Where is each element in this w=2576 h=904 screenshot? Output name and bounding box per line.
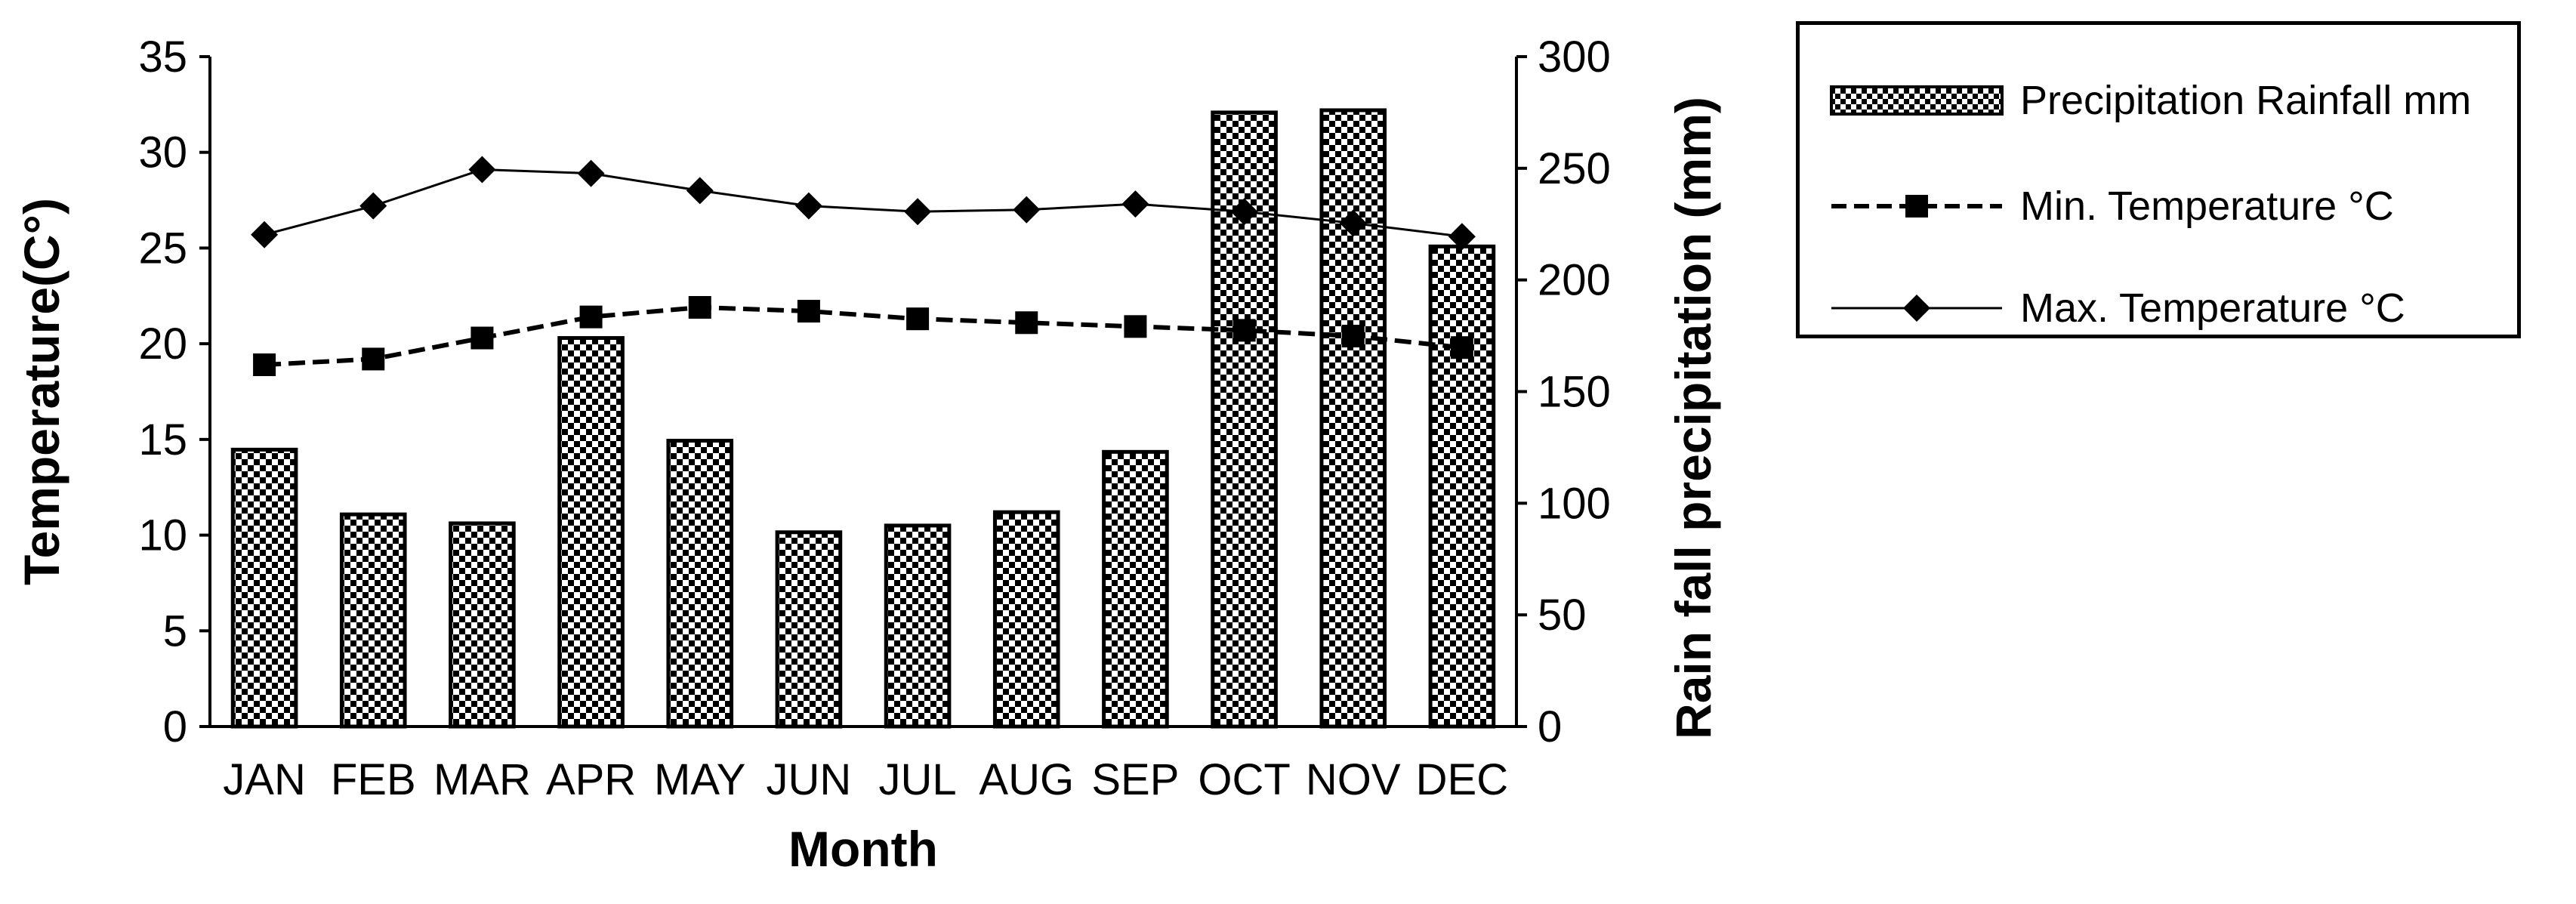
legend-item-min-temp: Min. Temperature °C <box>1830 172 2394 240</box>
point-min-temp-mar <box>470 326 494 350</box>
legend-item-max-temp: Max. Temperature °C <box>1830 274 2405 342</box>
point-min-temp-may <box>688 295 711 319</box>
bar-precipitation-jul <box>884 523 952 729</box>
point-max-temp-apr <box>577 159 605 187</box>
x-tick-label: MAR <box>433 755 531 804</box>
point-min-temp-oct <box>1232 319 1256 342</box>
x-tick-label: NOV <box>1306 755 1401 804</box>
point-min-temp-sep <box>1124 315 1147 338</box>
left-tick-label: 0 <box>163 702 187 751</box>
left-tick-label: 5 <box>163 606 187 656</box>
point-min-temp-apr <box>579 305 603 329</box>
legend-item-precipitation: Precipitation Rainfall mm <box>1830 66 2471 134</box>
bar-precipitation-may <box>666 439 734 729</box>
point-max-temp-jul <box>904 198 932 226</box>
labels-layer: 0 5 10 15 20 25 30 35 0 50 100 150 200 250 300 JAN FEB MA… <box>14 32 1721 877</box>
legend-swatch-dashed-line <box>1831 195 2002 218</box>
left-tick-label: 15 <box>138 415 187 464</box>
bar-precipitation-nov <box>1319 108 1387 729</box>
point-max-temp-jan <box>251 221 279 248</box>
lines-layer <box>251 156 1476 377</box>
point-max-temp-aug <box>1013 196 1041 224</box>
bar-precipitation-jan <box>230 447 298 729</box>
x-tick-label: JUL <box>879 755 957 804</box>
bar-precipitation-jun <box>775 530 843 729</box>
axes-layer <box>199 55 1527 728</box>
legend-swatch-bar <box>1830 85 2004 116</box>
right-tick-label: 100 <box>1538 479 1611 528</box>
line-max-temp <box>264 168 1463 238</box>
x-axis-title: Month <box>788 821 938 877</box>
point-min-temp-nov <box>1341 325 1365 348</box>
left-tick-label: 20 <box>138 319 187 369</box>
x-tick-label: DEC <box>1416 755 1508 804</box>
legend: Precipitation Rainfall mm Min. Temperatu… <box>1796 21 2521 338</box>
right-tick-label: 250 <box>1538 144 1611 193</box>
point-max-temp-oct <box>1230 198 1258 226</box>
bar-precipitation-dec <box>1428 244 1496 729</box>
x-tick-label: JAN <box>223 755 306 804</box>
bar-precipitation-mar <box>449 521 516 729</box>
x-tick-label: APR <box>546 755 636 804</box>
point-min-temp-jul <box>906 307 930 331</box>
left-tick-label: 35 <box>138 32 187 82</box>
x-tick-label: FEB <box>331 755 416 804</box>
bar-precipitation-sep <box>1102 449 1169 729</box>
point-min-temp-jan <box>253 353 276 377</box>
legend-label-min-temp: Min. Temperature °C <box>2020 184 2394 229</box>
point-min-temp-dec <box>1450 336 1473 359</box>
point-max-temp-sep <box>1121 190 1149 218</box>
right-tick-label: 300 <box>1538 32 1611 82</box>
bars-layer <box>230 108 1496 729</box>
point-max-temp-feb <box>359 192 387 220</box>
right-tick-label: 200 <box>1538 256 1611 305</box>
point-max-temp-jun <box>794 192 822 220</box>
legend-label-max-temp: Max. Temperature °C <box>2020 285 2405 331</box>
left-tick-label: 10 <box>138 511 187 560</box>
point-max-temp-nov <box>1339 209 1367 237</box>
x-tick-label: OCT <box>1198 755 1290 804</box>
x-tick-label: MAY <box>654 755 745 804</box>
left-tick-label: 25 <box>138 224 187 273</box>
x-tick-label: AUG <box>979 755 1074 804</box>
y-axis-title-right: Rain fall precipitation (mm) <box>1665 97 1721 739</box>
right-tick-label: 50 <box>1538 591 1587 640</box>
legend-label-precipitation: Precipitation Rainfall mm <box>2020 78 2472 123</box>
y-axis-title-left: Temperature(C°) <box>14 198 69 585</box>
line-min-temp <box>264 304 1463 368</box>
x-tick-label: JUN <box>767 755 852 804</box>
x-tick-label: SEP <box>1091 755 1179 804</box>
legend-swatch-solid-line <box>1831 295 2002 322</box>
right-tick-label: 0 <box>1538 702 1562 751</box>
right-tick-label: 150 <box>1538 368 1611 417</box>
bar-precipitation-apr <box>557 336 625 729</box>
point-min-temp-aug <box>1015 311 1038 335</box>
bar-precipitation-feb <box>339 512 407 729</box>
point-max-temp-may <box>686 177 714 205</box>
left-tick-label: 30 <box>138 128 187 177</box>
point-max-temp-dec <box>1448 223 1476 251</box>
point-max-temp-mar <box>468 156 496 184</box>
point-min-temp-feb <box>362 347 385 371</box>
point-min-temp-jun <box>797 300 820 323</box>
bar-precipitation-aug <box>992 510 1060 729</box>
